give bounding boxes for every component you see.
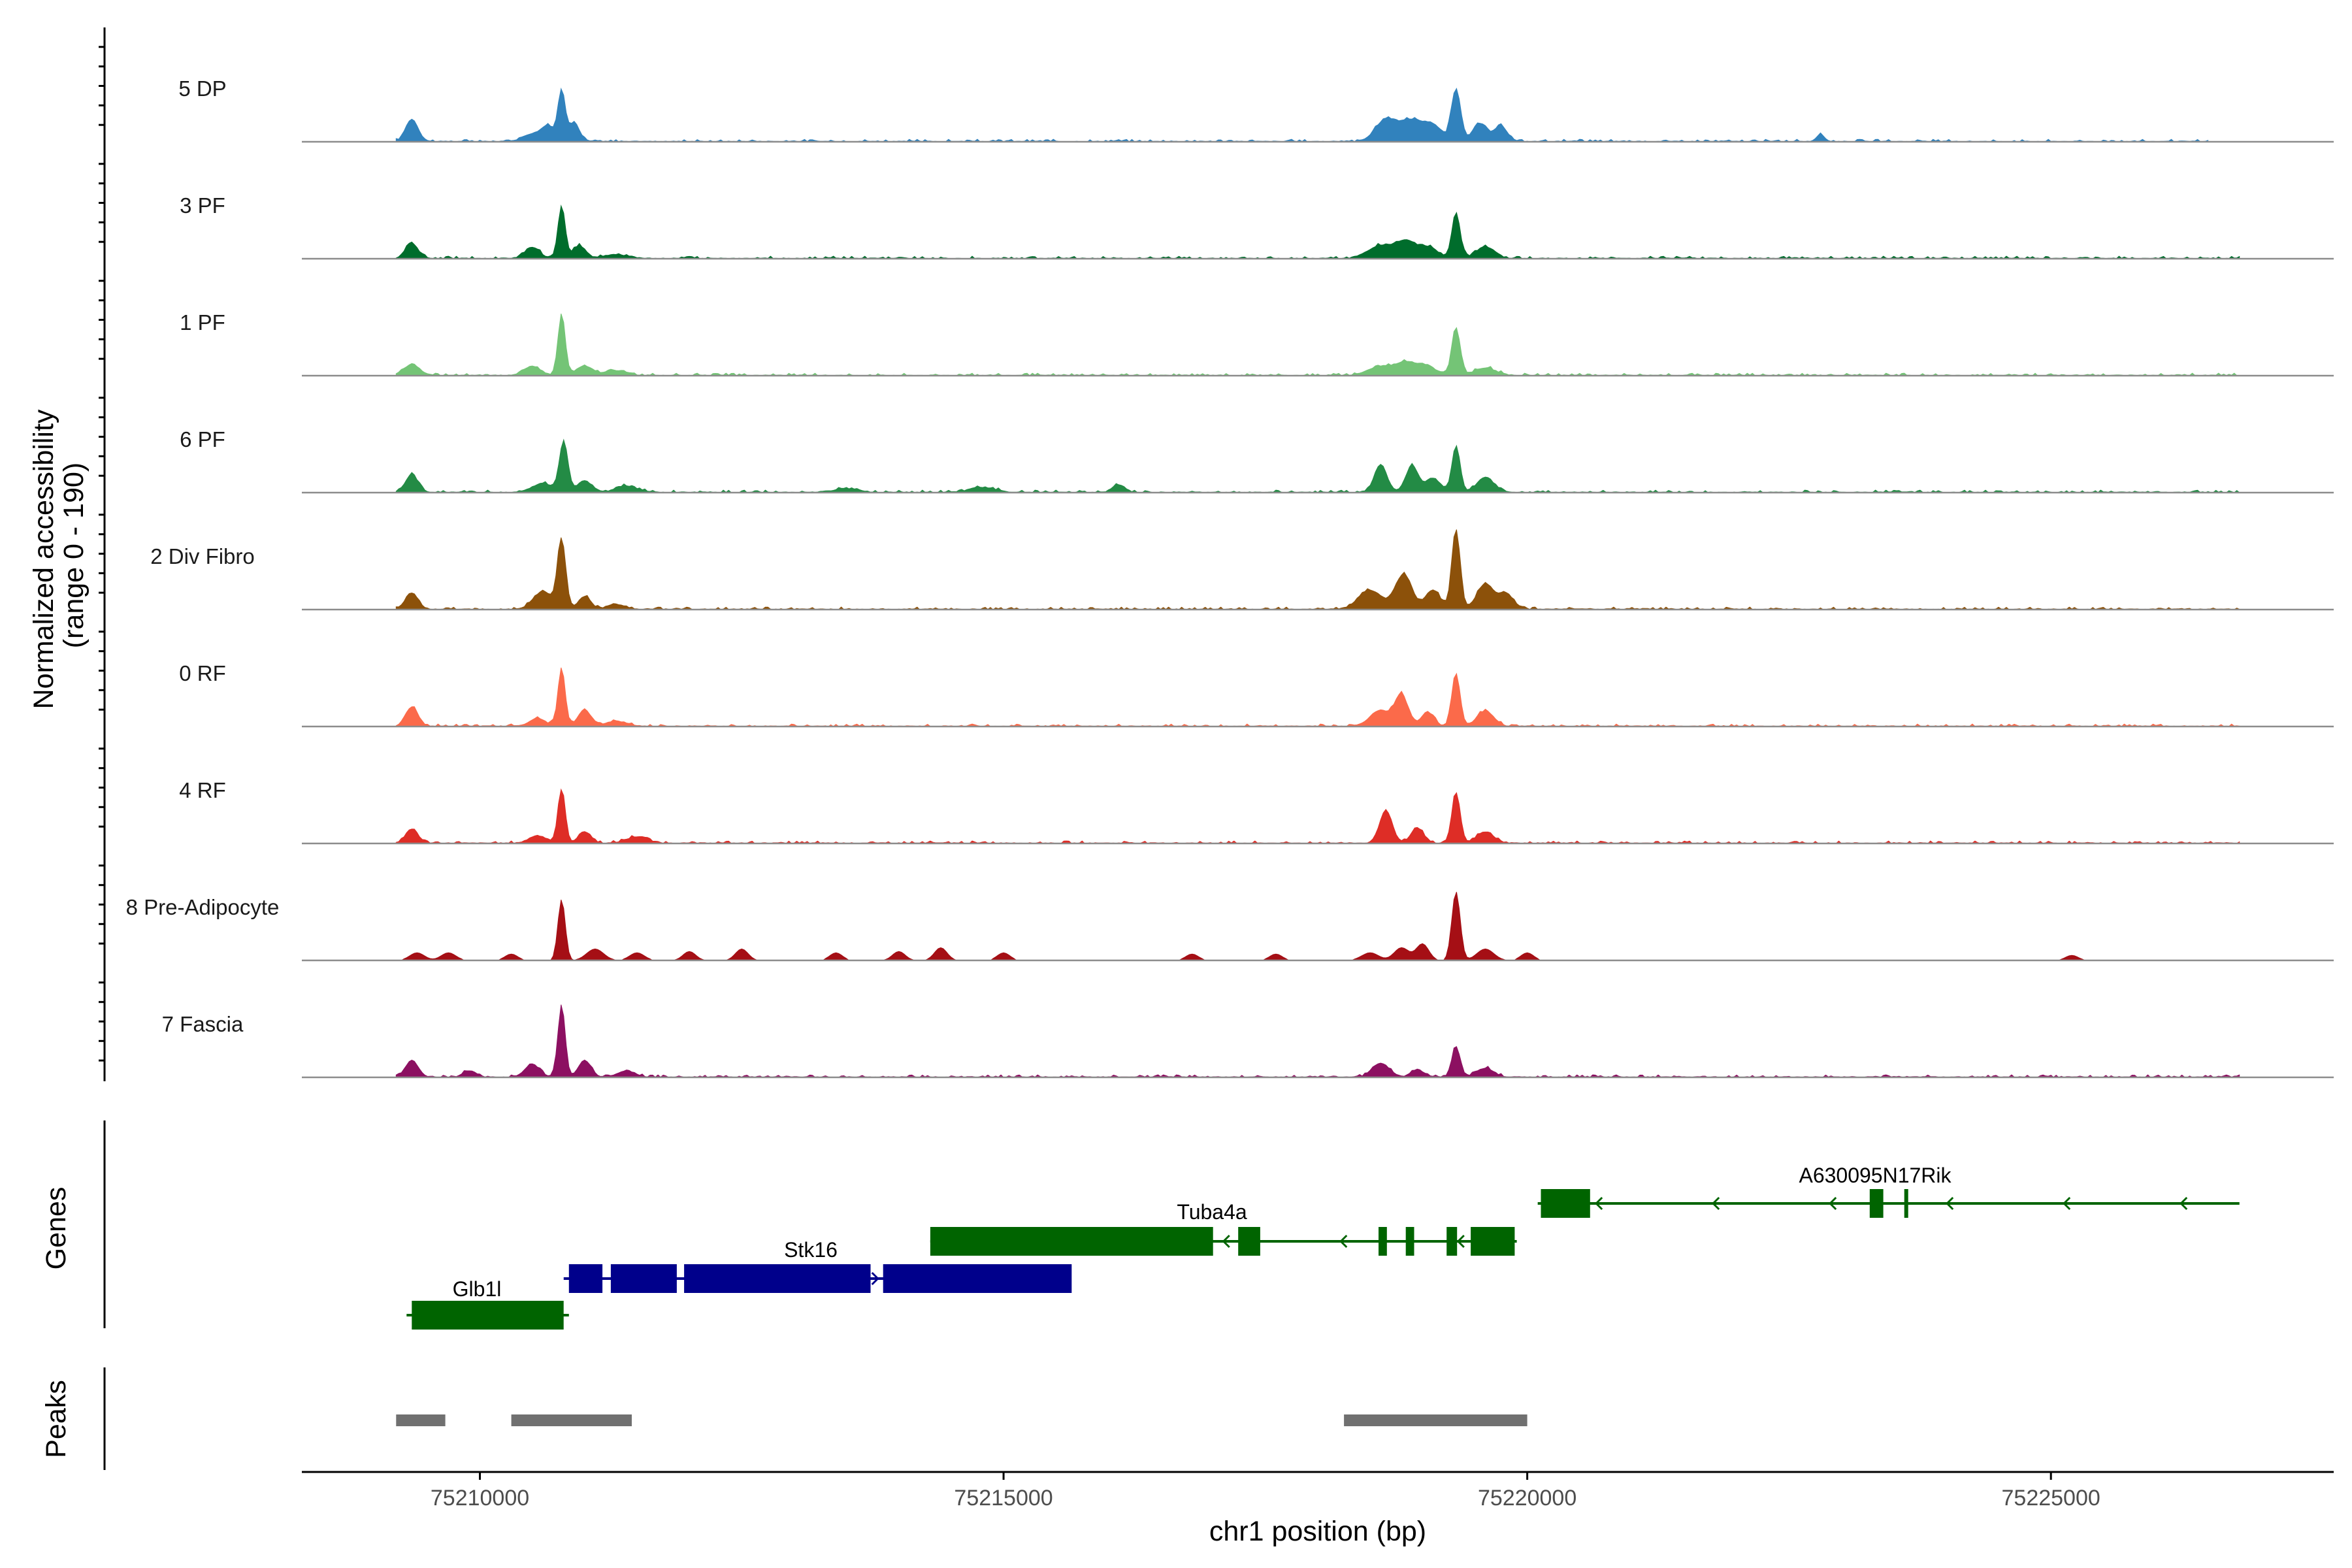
- track-0-rf: 0 RF: [179, 661, 2334, 728]
- coverage-y-ticks: [99, 46, 105, 1062]
- strand-arrow: [1339, 1234, 1348, 1249]
- track-label: 1 PF: [180, 310, 225, 335]
- gene-exon: [568, 1264, 603, 1293]
- peak-bar: [1344, 1414, 1527, 1426]
- gene-exon: [610, 1264, 677, 1293]
- track-6-pf: 6 PF: [180, 427, 2334, 494]
- gene-exon: [412, 1301, 564, 1330]
- track-8-pre-adipocyte: 8 Pre-Adipocyte: [126, 892, 2334, 962]
- gene-exon: [883, 1264, 1072, 1293]
- gene-label: Tuba4a: [1177, 1200, 1247, 1224]
- peak-bar: [511, 1414, 632, 1426]
- gene-glb1l: Glb1l: [406, 1277, 569, 1330]
- strand-arrow: [1712, 1196, 1720, 1211]
- track-label: 0 RF: [179, 661, 226, 685]
- track-5-dp: 5 DP: [178, 76, 2334, 143]
- gene-exon: [1405, 1227, 1414, 1256]
- gene-a630095n17rik: A630095N17Rik: [1537, 1164, 2240, 1218]
- gene-tuba4a: Tuba4a: [930, 1200, 1517, 1256]
- x-tick-label: 75215000: [954, 1486, 1053, 1511]
- gene-exon: [684, 1264, 871, 1293]
- coverage-tracks: 5 DP 3 PF 1 PF 6 PF 2 Div Fibro 0 RF 4 RF 8 Pre…: [126, 76, 2334, 1079]
- gene-exon: [1541, 1189, 1590, 1218]
- track-label: 4 RF: [179, 778, 226, 802]
- peak-bar: [396, 1414, 446, 1426]
- coverage-area: [395, 438, 2240, 493]
- strand-arrow: [1946, 1196, 1954, 1211]
- genes-panel: Glb1l Stk16 Tuba4a A630095N17Rik: [406, 1164, 2240, 1330]
- gene-label: A630095N17Rik: [1799, 1164, 1952, 1187]
- strand-arrow: [2063, 1196, 2071, 1211]
- peaks-panel-label: Peaks: [41, 1380, 72, 1458]
- track-2-div-fibro: 2 Div Fibro: [150, 529, 2334, 611]
- strand-arrow: [1456, 1234, 1465, 1249]
- x-tick-label: 75220000: [1478, 1486, 1576, 1511]
- y-axis-title: Normalized accessibility (range 0 - 190): [28, 402, 90, 710]
- track-label: 6 PF: [180, 427, 225, 451]
- strand-arrow: [1595, 1196, 1603, 1211]
- track-label: 3 PF: [180, 193, 225, 218]
- gene-stk16: Stk16: [563, 1238, 1072, 1293]
- strand-arrow: [1222, 1234, 1230, 1249]
- x-tick-label: 75225000: [2002, 1486, 2100, 1511]
- x-axis-ticks: 75210000 75215000 75220000 75225000: [431, 1472, 2100, 1511]
- strand-arrow: [871, 1271, 879, 1286]
- gene-exon: [1238, 1227, 1260, 1256]
- genes-panel-label: Genes: [41, 1187, 72, 1270]
- track-7-fascia: 7 Fascia: [162, 1004, 2334, 1079]
- track-label: 5 DP: [178, 76, 226, 101]
- gene-exon: [1446, 1227, 1458, 1256]
- track-label: 8 Pre-Adipocyte: [126, 895, 280, 919]
- gene-exon: [1379, 1227, 1387, 1256]
- gene-label: Glb1l: [453, 1277, 502, 1301]
- y-axis-title-line1: Normalized accessibility: [28, 409, 59, 709]
- gene-exon: [1904, 1189, 1908, 1218]
- track-label: 7 Fascia: [162, 1012, 244, 1036]
- gene-exon: [1869, 1189, 1884, 1218]
- gene-exon: [1471, 1227, 1515, 1256]
- gene-exon: [930, 1227, 1213, 1256]
- x-tick-label: 75210000: [431, 1486, 529, 1511]
- y-axis-title-line2: (range 0 - 190): [58, 463, 90, 648]
- track-3-pf: 3 PF: [180, 193, 2334, 260]
- strand-arrow: [2180, 1196, 2188, 1211]
- track-label: 2 Div Fibro: [150, 544, 255, 568]
- track-4-rf: 4 RF: [179, 778, 2334, 845]
- gene-label: Stk16: [784, 1238, 838, 1262]
- track-1-pf: 1 PF: [180, 310, 2334, 377]
- peaks-panel: [396, 1414, 1527, 1426]
- x-axis-title: chr1 position (bp): [1209, 1516, 1426, 1547]
- strand-arrow: [1829, 1196, 1837, 1211]
